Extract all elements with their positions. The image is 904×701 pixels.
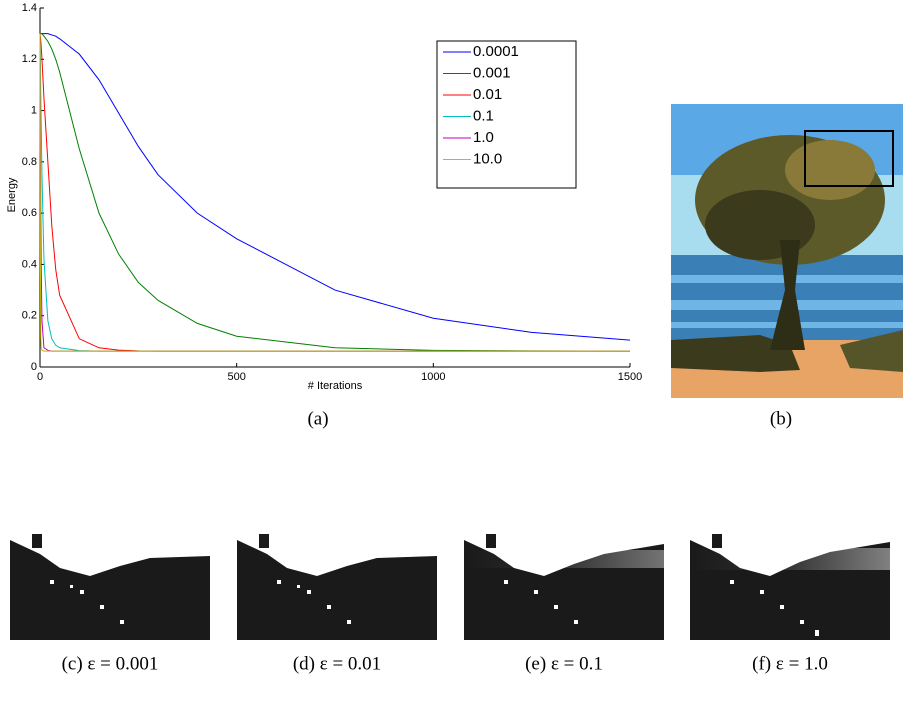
crops [10, 530, 890, 640]
legend-label: 0.1 [473, 107, 494, 124]
crop-f [690, 530, 890, 640]
legend-label: 10.0 [473, 150, 502, 167]
legend-box [436, 40, 577, 189]
caption: (d) ε = 0.01 [293, 653, 381, 674]
legend-label: 0.01 [473, 86, 502, 103]
crop-e [464, 530, 664, 640]
caption: (b) [770, 408, 792, 429]
crop-c [10, 530, 210, 640]
y-axis-label: Energy [6, 177, 18, 212]
legend-label: 0.001 [473, 64, 511, 81]
x-tick-label: 1000 [421, 371, 445, 383]
y-tick-label: 1 [31, 104, 37, 116]
legend-label: 0.0001 [473, 43, 519, 60]
x-tick-label: 500 [227, 371, 245, 383]
y-tick-label: 0 [31, 361, 37, 373]
x-tick-label: 1500 [618, 371, 642, 383]
y-tick-label: 0.6 [22, 207, 37, 219]
caption: (c) ε = 0.001 [62, 653, 159, 674]
series-line [39, 33, 630, 352]
y-tick-label: 0.4 [22, 258, 37, 270]
caption: (e) ε = 0.1 [525, 653, 603, 674]
y-tick-label: 0.8 [22, 156, 37, 168]
photo-b [671, 104, 903, 398]
x-tick-label: 0 [37, 371, 43, 383]
series-line [40, 33, 631, 352]
y-tick-label: 0.2 [22, 310, 37, 322]
caption: (a) [307, 408, 328, 429]
x-axis-label: # Iterations [308, 380, 363, 392]
caption: (f) ε = 1.0 [752, 653, 828, 674]
y-tick-label: 1.4 [22, 2, 37, 14]
crop-d [237, 530, 437, 640]
legend-label: 1.0 [473, 129, 494, 146]
y-tick-label: 1.2 [22, 53, 37, 65]
